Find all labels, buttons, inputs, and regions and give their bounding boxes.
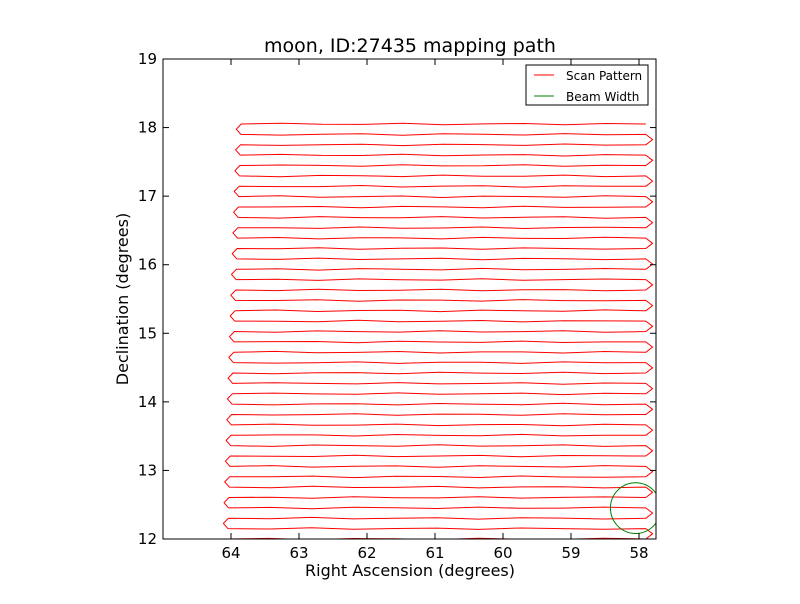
x-tick-label: 62 [357,544,376,562]
x-tick-label: 61 [425,544,444,562]
x-tick-label: 59 [561,544,580,562]
legend: Scan Pattern Beam Width [525,64,649,106]
series-layer [222,122,656,539]
chart-title: moon, ID:27435 mapping path [264,35,556,57]
axes-frame [162,58,657,540]
scan-pattern-line [222,122,654,539]
x-tick-label: 60 [493,544,512,562]
legend-box [525,64,649,106]
beam-width-circle [609,482,656,535]
plot-area [222,122,656,539]
y-tick-label: 18 [138,119,157,137]
y-tick-label: 16 [138,256,157,274]
legend-scan-label: Scan Pattern [566,69,642,83]
x-tick-label: 64 [221,544,240,562]
y-tick-label: 17 [138,187,157,205]
y-tick-label: 12 [138,530,157,548]
y-axis-label: Declination (degrees) [113,213,132,385]
y-tick-label: 13 [138,461,157,479]
y-tick-label: 14 [138,393,157,411]
y-tick-label: 19 [138,50,157,68]
x-tick-label: 63 [289,544,308,562]
x-tick-label: 58 [629,544,648,562]
ticks-layer: 64 63 62 61 60 59 58 12 13 14 15 16 17 18 19 [138,50,656,562]
x-axis-label: Right Ascension (degrees) [305,561,515,580]
legend-beam-label: Beam Width [566,90,639,104]
y-tick-label: 15 [138,324,157,342]
